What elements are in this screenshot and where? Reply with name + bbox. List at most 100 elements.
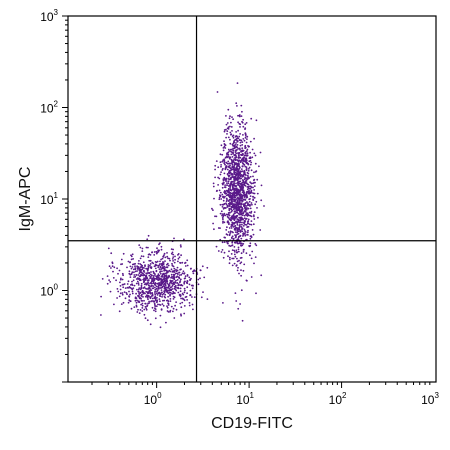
scatter-point [162, 267, 165, 270]
scatter-point [140, 287, 143, 289]
scatter-point [166, 252, 168, 254]
scatter-point [144, 279, 147, 281]
scatter-point [164, 293, 167, 296]
scatter-point [240, 252, 243, 255]
scatter-point [122, 252, 125, 255]
scatter-point [234, 292, 237, 294]
scatter-point [229, 138, 231, 141]
scatter-point [152, 270, 155, 273]
scatter-point [138, 260, 140, 262]
scatter-point [235, 211, 238, 214]
scatter-point [239, 303, 242, 305]
scatter-point [238, 213, 241, 216]
scatter-point [242, 269, 245, 272]
scatter-point [147, 287, 150, 289]
scatter-point [241, 230, 244, 233]
scatter-point [237, 178, 240, 180]
scatter-point [135, 305, 138, 308]
scatter-point [228, 211, 231, 214]
scatter-point [183, 287, 186, 290]
scatter-point [235, 182, 237, 185]
y-axis-title: IgM-APC [17, 167, 34, 232]
scatter-point [244, 123, 247, 126]
scatter-point [141, 310, 144, 312]
scatter-point [240, 183, 243, 186]
scatter-point [140, 264, 143, 266]
scatter-point [186, 281, 188, 284]
scatter-point [243, 263, 246, 266]
scatter-point [260, 199, 263, 202]
scatter-point [199, 277, 201, 280]
scatter-point [152, 282, 155, 285]
scatter-point [230, 206, 233, 209]
scatter-point [236, 242, 239, 245]
scatter-point [228, 234, 231, 237]
scatter-point [160, 289, 163, 291]
scatter-point [151, 297, 154, 300]
scatter-point [250, 223, 253, 226]
scatter-point [226, 213, 229, 216]
scatter-point [253, 211, 256, 214]
scatter-point [167, 295, 170, 298]
scatter-point [236, 144, 239, 146]
scatter-point [124, 297, 127, 300]
scatter-point [144, 292, 146, 295]
scatter-point [177, 287, 180, 290]
scatter-point [223, 162, 226, 165]
scatter-point [238, 147, 241, 150]
scatter-point [186, 292, 189, 295]
scatter-point [192, 272, 195, 275]
scatter-point [229, 199, 232, 201]
scatter-points [100, 82, 265, 329]
scatter-point [159, 284, 161, 286]
scatter-point [239, 180, 242, 183]
scatter-point [199, 269, 202, 272]
scatter-point [229, 184, 232, 187]
scatter-point [129, 300, 132, 303]
scatter-point [235, 189, 238, 192]
scatter-point [239, 170, 242, 173]
scatter-point [120, 277, 122, 280]
scatter-point [193, 269, 196, 271]
scatter-point [240, 209, 242, 212]
scatter-point [138, 297, 141, 300]
scatter-point [126, 283, 129, 285]
scatter-point [238, 191, 241, 194]
scatter-point [154, 284, 157, 286]
scatter-point [171, 292, 174, 295]
scatter-point [143, 313, 146, 316]
scatter-point [156, 294, 159, 296]
scatter-point [222, 179, 225, 182]
scatter-point [221, 213, 224, 216]
scatter-point [180, 313, 182, 316]
scatter-point [144, 305, 147, 308]
scatter-point [232, 134, 235, 137]
scatter-point [164, 260, 166, 262]
scatter-point [121, 278, 124, 281]
scatter-point [152, 262, 155, 265]
scatter-point [127, 280, 130, 283]
scatter-point [151, 292, 154, 294]
scatter-point [169, 298, 172, 300]
scatter-point [166, 305, 168, 307]
scatter-point [178, 274, 181, 276]
scatter-point [145, 287, 147, 290]
scatter-point [253, 152, 256, 155]
scatter-point [233, 182, 235, 185]
scatter-point [242, 190, 245, 193]
scatter-point [109, 290, 112, 293]
scatter-point [244, 144, 247, 147]
scatter-point [108, 265, 111, 268]
scatter-point [157, 277, 160, 279]
scatter-point [186, 259, 189, 262]
scatter-point [221, 169, 224, 171]
scatter-point [169, 281, 172, 283]
scatter-point [225, 180, 228, 183]
scatter-point [131, 271, 134, 274]
scatter-point [181, 301, 184, 304]
scatter-point [219, 212, 222, 215]
scatter-point [230, 133, 233, 136]
scatter-point [246, 225, 249, 228]
scatter-point [244, 234, 247, 237]
scatter-point [247, 185, 250, 188]
